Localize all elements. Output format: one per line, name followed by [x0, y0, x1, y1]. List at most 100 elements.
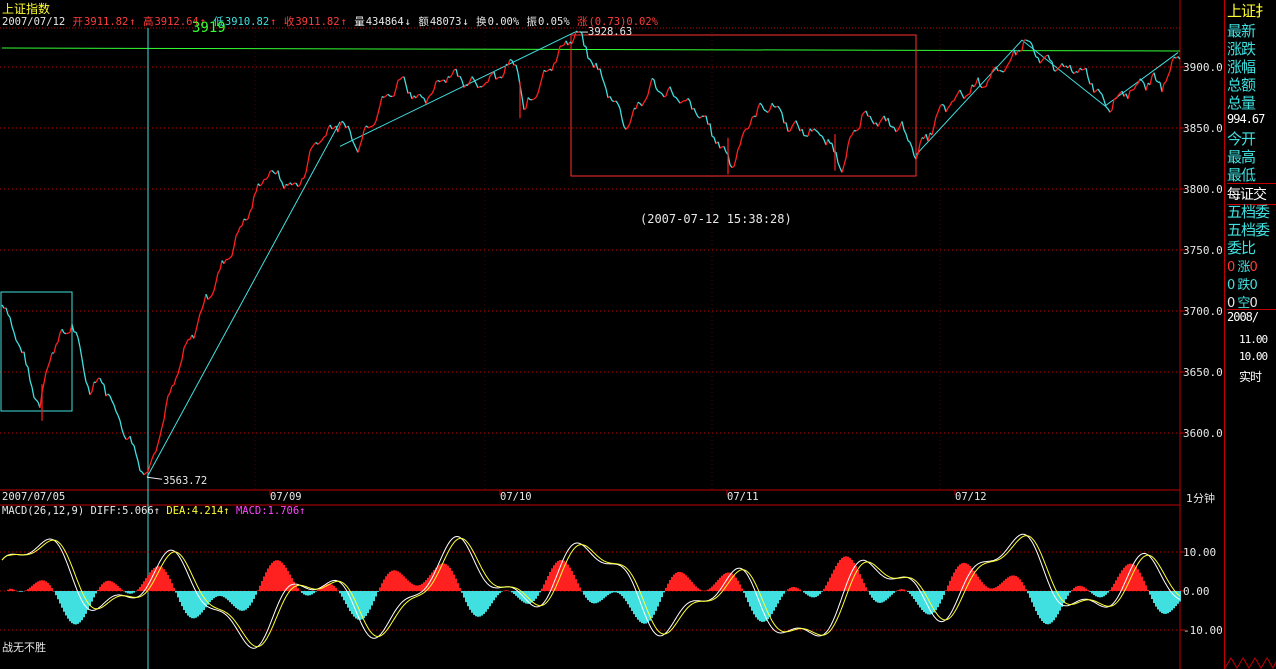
price-segment: [353, 143, 357, 149]
price-segment: [53, 344, 57, 354]
price-segment: [877, 121, 881, 127]
price-segment: [445, 76, 449, 84]
open-label: 开: [72, 16, 84, 28]
price-segment: [231, 246, 235, 256]
price-segment: [475, 83, 479, 89]
price-segment: [217, 269, 221, 274]
price-segment: [385, 93, 389, 97]
price-segment: [507, 59, 511, 66]
turn-value: 0.00%: [487, 16, 520, 28]
price-segment: [87, 386, 91, 395]
price-series: [1, 30, 1181, 476]
price-segment: [735, 149, 739, 160]
price-segment: [165, 395, 169, 406]
price-axis: 3900.0 3850.0 3800.0 3750.0 3700.0 3650.0 3600…: [2, 61, 1223, 503]
price-segment: [767, 109, 771, 113]
price-segment: [733, 158, 737, 167]
price-segment: [95, 378, 99, 383]
side-label-low: 最低: [1227, 166, 1256, 184]
price-segment: [377, 105, 381, 114]
price-segment: [521, 96, 525, 110]
price-segment: [815, 130, 819, 133]
price-segment: [115, 411, 119, 416]
price-segment: [651, 77, 655, 81]
price-segment: [281, 182, 285, 189]
price-segment: [285, 183, 289, 186]
price-segment: [977, 77, 981, 86]
price-segment: [245, 218, 249, 221]
price-segment: [501, 73, 505, 79]
price-segment: [121, 429, 125, 436]
price-segment: [79, 347, 83, 359]
price-segment: [711, 135, 715, 138]
price-segment: [253, 191, 257, 197]
price-segment: [167, 392, 171, 397]
price-segment: [279, 179, 283, 183]
price-segment: [565, 40, 569, 46]
price-tick-label: 3850.0: [1183, 122, 1223, 135]
price-segment: [129, 435, 133, 444]
price-segment: [979, 85, 983, 89]
price-segment: [143, 472, 147, 476]
price-segment: [1117, 92, 1121, 97]
price-segment: [791, 123, 795, 127]
price-segment: [415, 94, 419, 99]
price-segment: [283, 184, 287, 189]
price-segment: [209, 294, 213, 298]
price-segment: [741, 131, 745, 138]
price-segment: [747, 124, 751, 130]
price-tick-label: 3600.0: [1183, 427, 1223, 440]
price-segment: [145, 471, 149, 474]
dea-line: [1, 535, 1181, 648]
price-segment: [635, 102, 639, 109]
price-segment: [325, 128, 329, 136]
price-segment: [599, 68, 603, 78]
price-segment: [949, 101, 953, 106]
price-segment: [45, 366, 49, 373]
price-segment: [383, 95, 387, 98]
price-segment: [681, 100, 685, 103]
side-row-down: 0 跌0: [1227, 278, 1258, 293]
price-segment: [545, 69, 549, 73]
price-segment: [589, 59, 593, 64]
price-segment: [251, 195, 255, 209]
price-segment: [801, 129, 805, 136]
price-segment: [243, 218, 247, 221]
price-segment: [357, 145, 361, 153]
price-segment: [457, 75, 461, 78]
macd-tick-label: 0.00: [1183, 585, 1210, 598]
close-label: 收: [283, 16, 295, 28]
price-segment: [109, 395, 113, 402]
price-segment: [203, 294, 207, 303]
price-segment: [89, 391, 93, 396]
price-segment: [927, 132, 931, 142]
price-segment: [737, 145, 741, 150]
side-tab[interactable]: 每证交: [1227, 183, 1276, 205]
price-segment: [429, 93, 433, 96]
price-segment: [771, 102, 775, 107]
price-segment: [603, 82, 607, 89]
price-segment: [553, 61, 557, 64]
price-segment: [629, 115, 633, 124]
price-segment: [55, 341, 59, 346]
price-segment: [755, 107, 759, 117]
price-segment: [189, 334, 193, 340]
side-realtime[interactable]: 实时: [1239, 370, 1262, 384]
price-segment: [503, 64, 507, 75]
price-segment: [257, 183, 261, 187]
price-segment: [585, 46, 589, 59]
price-segment: [1109, 109, 1113, 113]
open-value: 3911.82: [84, 16, 129, 28]
side-header: 上证扌: [1227, 2, 1270, 20]
high-value: 3912.64: [154, 16, 199, 28]
low-pointer: [146, 476, 163, 480]
price-segment: [469, 76, 473, 82]
price-segment: [1013, 49, 1017, 56]
chart-canvas: 3900.0 3850.0 3800.0 3750.0 3700.0 3650.0 3600…: [0, 0, 1223, 669]
price-segment: [577, 30, 581, 33]
period-button[interactable]: 1分钟: [1186, 492, 1215, 505]
ohlc-bar: 2007/07/12 开3911.82↑ 高3912.64↑ 低3910.82↑…: [2, 16, 659, 28]
price-segment: [857, 126, 861, 131]
price-segment: [723, 146, 727, 153]
diff-value: 5.066: [122, 505, 154, 517]
